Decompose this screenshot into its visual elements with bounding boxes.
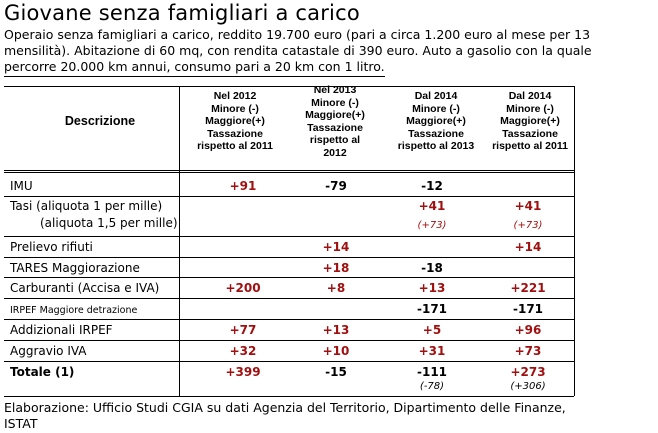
- value-2014-vs-2013: -12: [421, 179, 443, 193]
- header-line: Dal 2014: [414, 90, 458, 102]
- row-separator: [4, 340, 574, 341]
- value-2014-vs-2011: +41: [514, 199, 542, 213]
- row-desc-irpef-detrazione: IRPEF Maggiore detrazione: [10, 305, 138, 316]
- intro-paragraph: Operaio senza famigliari a carico, reddi…: [4, 27, 656, 77]
- value-2013: -15: [325, 365, 347, 379]
- col-divider-right: [574, 86, 575, 396]
- value-2013: +14: [322, 240, 350, 254]
- value-2014-vs-2013-alt: (+73): [417, 220, 447, 231]
- row-desc-addizionali-irpef: Addizionali IRPEF: [10, 323, 113, 337]
- row-desc-tares: TARES Maggiorazione: [10, 261, 140, 275]
- value-2014-vs-2013: +5: [422, 323, 442, 337]
- row-desc-carburanti: Carburanti (Accisa e IVA): [10, 281, 160, 295]
- header-line: rispetto al: [309, 134, 361, 146]
- header-line: Minore (-): [211, 102, 259, 115]
- value-2012: +91: [229, 179, 257, 193]
- header-col-2013: Nel 2013 Minore (-) Maggiore(+) Tassazione r…: [285, 84, 385, 159]
- value-2013: +8: [326, 281, 346, 295]
- value-2014-vs-2011: +14: [514, 240, 542, 254]
- header-line: Maggiore(+): [305, 109, 365, 121]
- intro-line-3: percorre 20.000 km annui, consumo pari a…: [4, 59, 385, 77]
- row-separator: [4, 361, 574, 362]
- value-2014-vs-2011: +221: [510, 281, 546, 295]
- header-line: Tassazione: [307, 121, 363, 134]
- row-separator: [4, 319, 574, 320]
- header-line: Minore (-): [412, 102, 460, 115]
- source-line-2: ISTAT: [4, 416, 38, 431]
- header-line: Maggiore(+): [500, 115, 560, 127]
- value-2012: +399: [225, 365, 261, 379]
- value-2014-vs-2011: +273: [510, 365, 546, 379]
- col-divider-1: [179, 86, 180, 396]
- value-2014-vs-2013: -171: [416, 302, 448, 316]
- value-2013: +13: [322, 323, 350, 337]
- row-desc-imu: IMU: [10, 179, 33, 193]
- header-descrizione: Descrizione: [64, 114, 136, 128]
- header-col-2014-vs-2011: Dal 2014 Minore (-) Maggiore(+) Tassazione r…: [475, 90, 585, 153]
- header-line: Minore (-): [506, 102, 554, 115]
- table-bottom-border: [4, 396, 574, 397]
- row-separator: [4, 257, 574, 258]
- header-line: Tassazione: [408, 127, 464, 140]
- value-2012: +32: [229, 344, 257, 358]
- intro-line-1: Operaio senza famigliari a carico, reddi…: [4, 27, 591, 42]
- header-line: Maggiore(+): [406, 115, 466, 127]
- header-col-2014-vs-2013: Dal 2014 Minore (-) Maggiore(+) Tassazione r…: [383, 90, 489, 153]
- header-line: Maggiore(+): [205, 115, 265, 127]
- header-line: Tassazione: [207, 127, 263, 140]
- row-separator: [4, 196, 574, 197]
- value-2014-vs-2011: +96: [514, 323, 542, 337]
- row-desc-tasi: Tasi (aliquota 1 per mille): [10, 199, 163, 213]
- header-line: Dal 2014: [508, 90, 552, 102]
- value-2013: -79: [325, 179, 347, 193]
- value-2014-vs-2013: +41: [418, 199, 446, 213]
- header-line: Tassazione: [502, 127, 558, 140]
- page-title: Giovane senza famigliari a carico: [4, 1, 360, 25]
- value-2014-vs-2013-alt: (-78): [419, 381, 445, 392]
- row-desc-aggravio-iva: Aggravio IVA: [10, 344, 87, 358]
- intro-line-2: mensilità). Abitazione di 60 mq, con ren…: [4, 43, 592, 58]
- value-2014-vs-2013: -111: [416, 365, 448, 379]
- header-line: rispetto al 2011: [197, 140, 273, 152]
- row-separator: [4, 298, 574, 299]
- header-line: Minore (-): [311, 96, 359, 109]
- row-separator: [4, 236, 574, 237]
- header-separator: [4, 170, 574, 173]
- row-desc-tasi-alt: (aliquota 1,5 per mille): [40, 216, 178, 230]
- header-line: rispetto al 2013: [397, 140, 475, 152]
- header-col-2012: Nel 2012 Minore (-) Maggiore(+) Tassazione r…: [180, 90, 290, 153]
- value-2012: +200: [225, 281, 261, 295]
- header-line: Nel 2013: [313, 84, 357, 96]
- row-desc-totale: Totale (1): [10, 365, 75, 379]
- value-2013: +10: [322, 344, 350, 358]
- header-line: 2012: [323, 146, 347, 159]
- row-desc-prelievo-rifiuti: Prelievo rifiuti: [10, 240, 93, 254]
- row-separator: [4, 277, 574, 278]
- header-line: rispetto al 2011: [492, 140, 568, 152]
- header-line: Nel 2012: [213, 90, 257, 102]
- value-2014-vs-2011: +73: [514, 344, 542, 358]
- value-2014-vs-2011: -171: [512, 302, 544, 316]
- value-2014-vs-2011-alt: (+306): [510, 381, 546, 392]
- value-2014-vs-2013: +13: [418, 281, 446, 295]
- source-note: Elaborazione: Ufficio Studi CGIA su dati…: [4, 400, 656, 432]
- value-2014-vs-2013: +31: [418, 344, 446, 358]
- value-2014-vs-2013: -18: [421, 261, 443, 275]
- value-2013: +18: [322, 261, 350, 275]
- table-top-border: [4, 86, 574, 87]
- value-2012: +77: [229, 323, 257, 337]
- value-2014-vs-2011-alt: (+73): [513, 220, 543, 231]
- source-line-1: Elaborazione: Ufficio Studi CGIA su dati…: [4, 400, 566, 415]
